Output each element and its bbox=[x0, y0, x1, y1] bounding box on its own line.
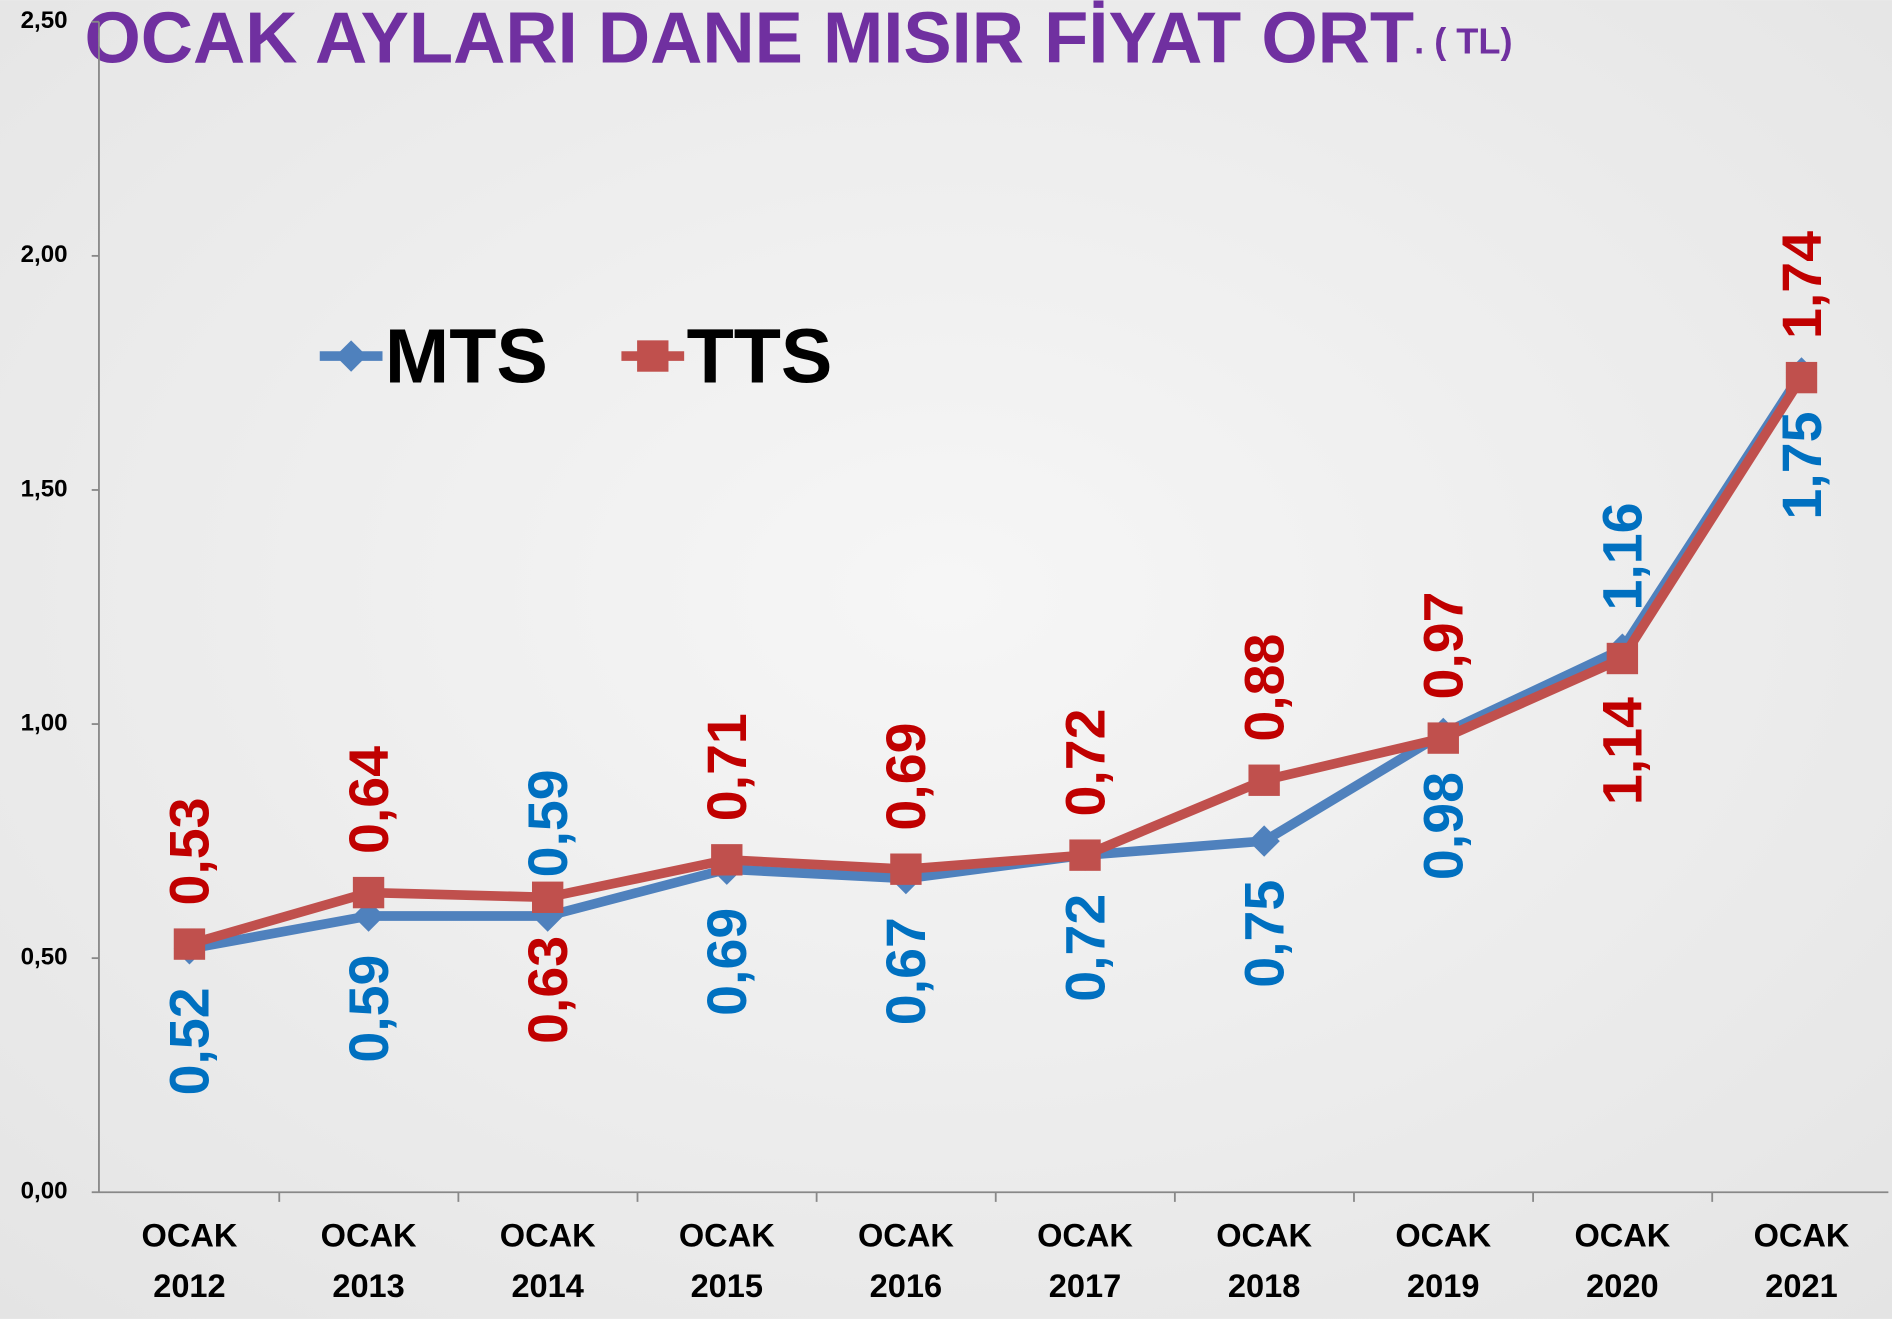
x-tick-label: OCAK 2018 bbox=[1216, 1218, 1312, 1305]
x-tick-label-line: 2020 bbox=[1586, 1268, 1658, 1304]
data-label: 0,59 bbox=[338, 955, 400, 1063]
legend-label: TTS bbox=[687, 314, 833, 400]
x-tick-label-line: OCAK bbox=[500, 1218, 596, 1254]
data-label: 0,53 bbox=[159, 797, 221, 905]
x-tick-label: OCAK 2013 bbox=[321, 1218, 417, 1305]
data-label: 1,74 bbox=[1771, 231, 1833, 339]
data-label: 0,63 bbox=[517, 936, 579, 1044]
x-tick-label-line: OCAK bbox=[1395, 1218, 1491, 1254]
data-label: 0,69 bbox=[875, 723, 937, 831]
x-tick-label-line: OCAK bbox=[321, 1218, 417, 1254]
marker bbox=[890, 853, 922, 885]
x-tick-label-line: 2018 bbox=[1228, 1268, 1300, 1304]
x-tick-label: OCAK 2019 bbox=[1395, 1218, 1491, 1305]
x-tick-label-line: 2019 bbox=[1407, 1268, 1479, 1304]
data-label: 0,97 bbox=[1413, 591, 1475, 699]
data-label: 0,75 bbox=[1233, 880, 1295, 988]
marker bbox=[1427, 722, 1459, 754]
x-tick-label-line: OCAK bbox=[142, 1218, 238, 1254]
x-tick-label-line: 2015 bbox=[691, 1268, 763, 1304]
x-tick-label: OCAK 2021 bbox=[1754, 1218, 1850, 1305]
y-tick-label: 2,50 bbox=[21, 7, 68, 34]
series-line bbox=[188, 375, 1806, 949]
x-tick-label: OCAK 2016 bbox=[858, 1218, 954, 1305]
y-tick-label: 0,50 bbox=[21, 944, 68, 971]
y-tick-label: 1,50 bbox=[21, 475, 68, 502]
x-tick-label-line: OCAK bbox=[1216, 1218, 1312, 1254]
x-tick-label: OCAK 2014 bbox=[500, 1218, 596, 1305]
x-tick-label-line: OCAK bbox=[1574, 1218, 1670, 1254]
legend-label: MTS bbox=[385, 314, 548, 400]
x-tick-label-line: OCAK bbox=[679, 1218, 775, 1254]
marker bbox=[531, 881, 564, 913]
data-label: 1,75 bbox=[1771, 412, 1833, 520]
x-tick-label-line: 2021 bbox=[1765, 1268, 1837, 1304]
data-label: 0,52 bbox=[159, 987, 221, 1095]
x-tick-label-line: 2013 bbox=[332, 1268, 404, 1304]
chart-title: OCAK AYLARI DANE MISIR FİYAT ORT. ( TL) bbox=[84, 0, 1512, 79]
marker bbox=[1248, 764, 1280, 796]
x-tick-label-line: OCAK bbox=[858, 1218, 954, 1254]
data-label: 0,59 bbox=[517, 769, 579, 877]
legend-marker bbox=[335, 340, 367, 372]
x-tick-label: OCAK 2017 bbox=[1037, 1218, 1133, 1305]
data-label: 0,67 bbox=[875, 917, 937, 1025]
y-tick-label: 0,00 bbox=[21, 1178, 68, 1205]
x-tick-label: OCAK 2015 bbox=[679, 1218, 775, 1305]
x-tick-label-line: 2012 bbox=[153, 1268, 225, 1304]
data-label: 0,72 bbox=[1054, 708, 1116, 816]
marker bbox=[1069, 839, 1101, 871]
x-tick-label-line: OCAK bbox=[1754, 1218, 1850, 1254]
x-tick-label: OCAK 2020 bbox=[1574, 1218, 1670, 1305]
x-tick-label: OCAK 2012 bbox=[142, 1218, 238, 1305]
data-label: 0,64 bbox=[338, 746, 400, 854]
data-label: 1,14 bbox=[1592, 697, 1654, 805]
y-tick-label: 2,00 bbox=[21, 241, 68, 268]
marker bbox=[173, 928, 206, 960]
x-tick-label-line: OCAK bbox=[1037, 1218, 1133, 1254]
data-label: 0,88 bbox=[1233, 634, 1295, 742]
data-label: 1,16 bbox=[1592, 503, 1654, 611]
marker bbox=[711, 844, 743, 876]
data-label: 0,71 bbox=[696, 713, 758, 821]
x-tick-label-line: 2014 bbox=[511, 1268, 583, 1304]
data-label: 0,72 bbox=[1054, 894, 1116, 1002]
data-label: 0,98 bbox=[1413, 772, 1475, 880]
y-tick-label: 1,00 bbox=[21, 709, 68, 736]
marker bbox=[1785, 361, 1818, 394]
legend-marker bbox=[637, 340, 669, 372]
x-tick-label-line: 2017 bbox=[1049, 1268, 1121, 1304]
marker bbox=[352, 876, 385, 909]
data-label: 0,69 bbox=[696, 908, 758, 1016]
marker bbox=[1606, 642, 1639, 675]
x-tick-label-line: 2016 bbox=[870, 1268, 942, 1304]
marker bbox=[1248, 825, 1280, 857]
